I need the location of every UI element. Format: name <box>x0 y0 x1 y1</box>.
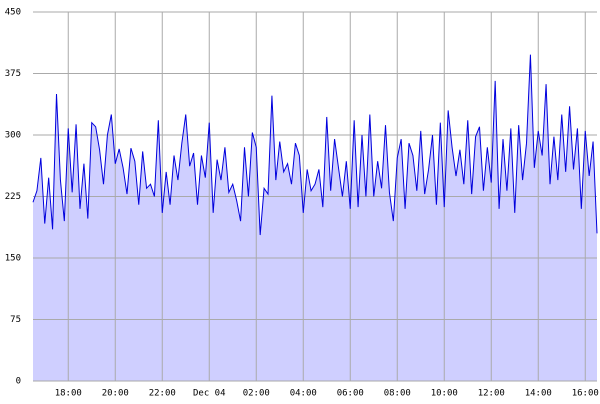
y-tick-label: 0 <box>16 377 21 387</box>
x-tick-label: 20:00 <box>102 389 129 399</box>
area <box>33 54 597 381</box>
x-tick-label: 16:00 <box>572 389 599 399</box>
x-tick-label: 12:00 <box>478 389 505 399</box>
x-tick-label: 14:00 <box>525 389 552 399</box>
y-tick-label: 150 <box>5 254 21 264</box>
y-tick-label: 450 <box>5 8 21 18</box>
y-tick-label: 75 <box>10 315 21 325</box>
x-tick-label: 02:00 <box>243 389 270 399</box>
x-tick-label: 18:00 <box>55 389 82 399</box>
y-tick-label: 300 <box>5 131 21 141</box>
x-tick-label: 08:00 <box>384 389 411 399</box>
y-tick-label: 225 <box>5 192 21 202</box>
line <box>32 54 598 236</box>
x-tick-label: Dec 04 <box>193 389 226 399</box>
x-tick-label: 22:00 <box>149 389 176 399</box>
x-tick-label: 06:00 <box>337 389 364 399</box>
y-tick-label: 375 <box>5 69 21 79</box>
x-tick-label: 10:00 <box>431 389 458 399</box>
x-tick-label: 04:00 <box>290 389 317 399</box>
